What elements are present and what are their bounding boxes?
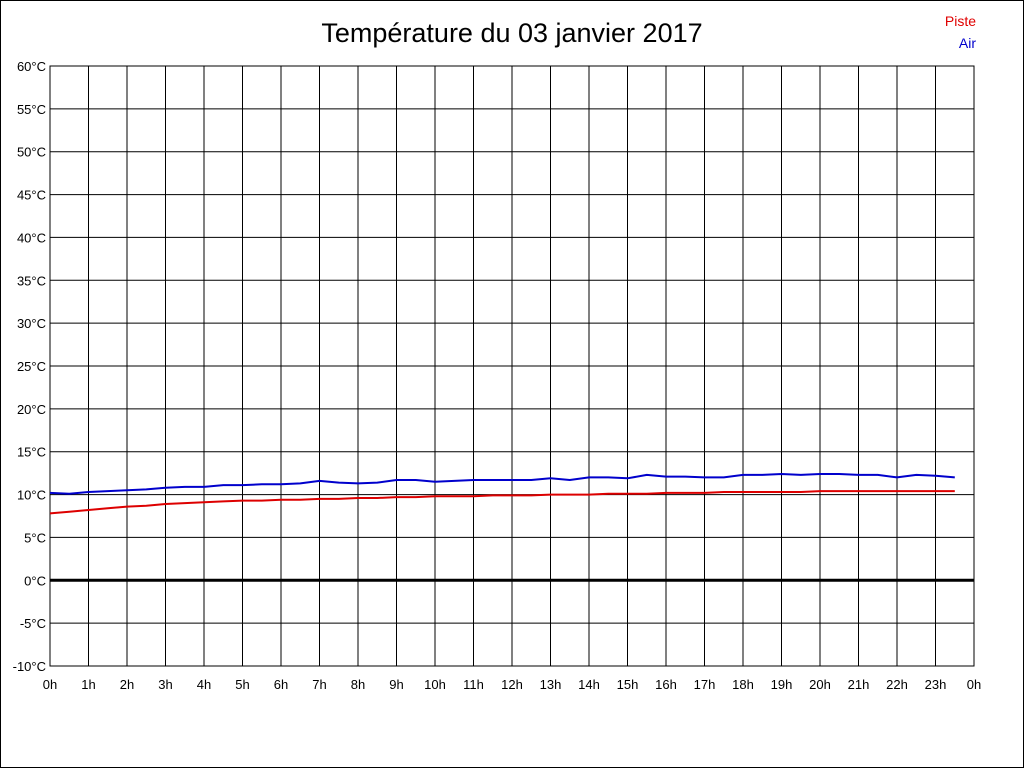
x-tick-label: 15h bbox=[617, 677, 639, 692]
y-tick-label: 45°C bbox=[17, 188, 46, 203]
y-tick-label: -10°C bbox=[13, 659, 46, 674]
legend-entry-air: Air bbox=[958, 35, 976, 51]
x-tick-label: 2h bbox=[120, 677, 134, 692]
x-tick-label: 14h bbox=[578, 677, 600, 692]
x-tick-label: 8h bbox=[351, 677, 365, 692]
legend-entry-piste: Piste bbox=[944, 13, 976, 29]
x-tick-label: 13h bbox=[540, 677, 562, 692]
x-tick-label: 17h bbox=[694, 677, 716, 692]
x-tick-label: 5h bbox=[235, 677, 249, 692]
series-line-air bbox=[49, 473, 955, 495]
y-tick-label: 10°C bbox=[17, 488, 46, 503]
x-axis-ticks: 0h 1h 2h 3h 4h 5h 6h 7h 8h 9h 10h 11h 12h 13h 14h 15h 16… bbox=[43, 677, 981, 692]
y-tick-label: 25°C bbox=[17, 359, 46, 374]
y-tick-label: -5°C bbox=[20, 616, 46, 631]
x-tick-label: 6h bbox=[274, 677, 288, 692]
x-tick-label: 3h bbox=[158, 677, 172, 692]
x-tick-label: 9h bbox=[389, 677, 403, 692]
plot-area-border bbox=[49, 65, 975, 667]
x-tick-label: 19h bbox=[771, 677, 793, 692]
x-tick-label: 0h bbox=[43, 677, 57, 692]
x-tick-label: 10h bbox=[424, 677, 446, 692]
x-tick-label: 16h bbox=[655, 677, 677, 692]
y-tick-label: 20°C bbox=[17, 402, 46, 417]
x-tick-label: 7h bbox=[312, 677, 326, 692]
x-tick-label: 12h bbox=[501, 677, 523, 692]
y-tick-label: 5°C bbox=[24, 530, 46, 545]
y-tick-label: 35°C bbox=[17, 273, 46, 288]
x-tick-label: 18h bbox=[732, 677, 754, 692]
y-tick-label: 30°C bbox=[17, 316, 46, 331]
y-tick-label: 50°C bbox=[17, 145, 46, 160]
series-line-piste bbox=[49, 490, 955, 515]
x-tick-label: 23h bbox=[925, 677, 947, 692]
x-tick-label: 1h bbox=[81, 677, 95, 692]
x-tick-label: 22h bbox=[886, 677, 908, 692]
y-tick-label: 40°C bbox=[17, 230, 46, 245]
x-tick-label: 20h bbox=[809, 677, 831, 692]
x-tick-label: 11h bbox=[463, 677, 484, 692]
series-lines bbox=[49, 473, 955, 515]
x-tick-label: 0h bbox=[967, 677, 981, 692]
y-tick-label: 55°C bbox=[17, 102, 46, 117]
chart-title: Température du 03 janvier 2017 bbox=[321, 18, 703, 48]
y-tick-label: 60°C bbox=[17, 59, 46, 74]
x-tick-label: 21h bbox=[848, 677, 870, 692]
grid-lines bbox=[49, 65, 975, 667]
x-tick-label: 4h bbox=[197, 677, 211, 692]
y-tick-label: 15°C bbox=[17, 445, 46, 460]
y-tick-label: 0°C bbox=[24, 573, 46, 588]
y-axis-ticks: -10°C -5°C 0°C 5°C 10°C 15°C 20°C 25°C 30°C 35°C 4… bbox=[13, 59, 46, 674]
